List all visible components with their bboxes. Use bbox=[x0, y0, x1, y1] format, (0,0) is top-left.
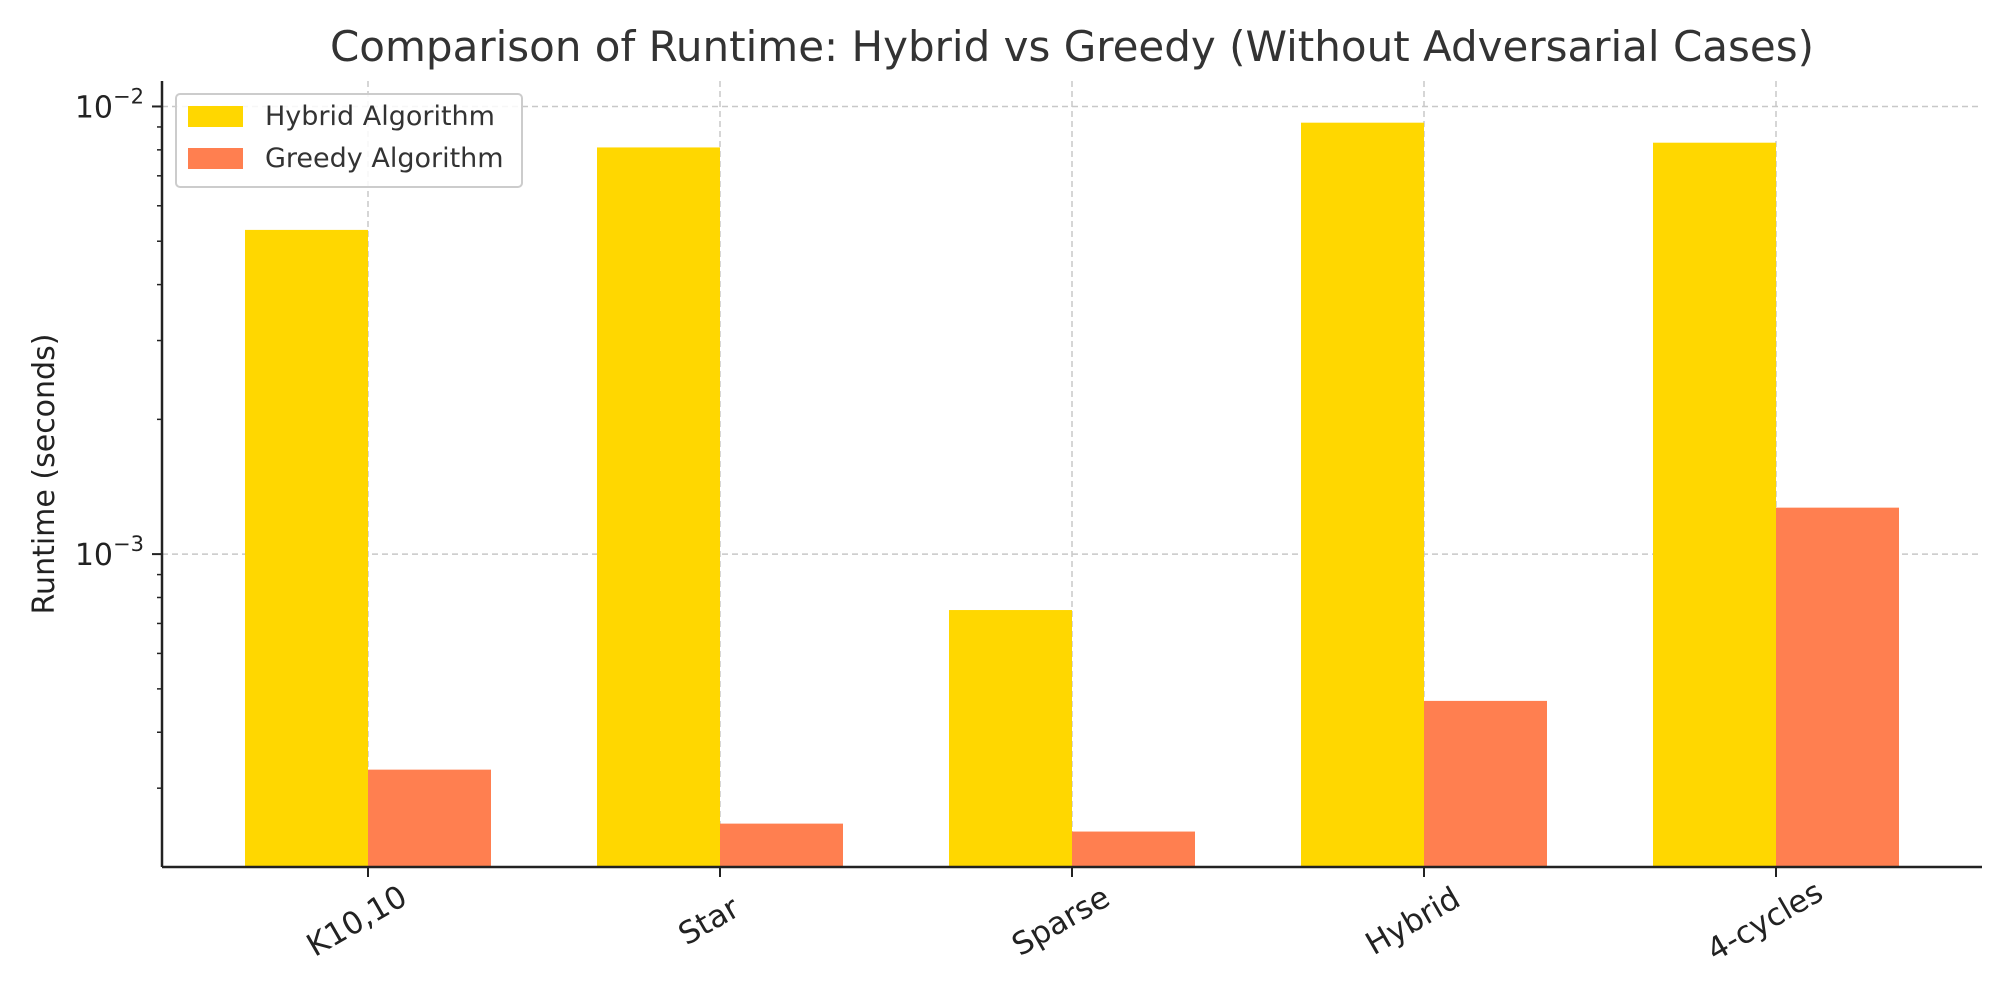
legend-swatch-greedy bbox=[188, 148, 243, 169]
y-tick-label: 10−2 bbox=[75, 84, 144, 125]
x-tick-label: Sparse bbox=[1006, 879, 1116, 963]
y-axis-label: Runtime (seconds) bbox=[27, 334, 62, 615]
legend-label-hybrid: Hybrid Algorithm bbox=[265, 101, 495, 132]
chart-title: Comparison of Runtime: Hybrid vs Greedy … bbox=[330, 22, 1814, 71]
x-tick-label: K10,10 bbox=[301, 878, 413, 964]
x-tick-label: Hybrid bbox=[1360, 880, 1467, 962]
bar-greedy-4 bbox=[1776, 507, 1899, 867]
bar-hybrid-3 bbox=[1301, 122, 1424, 867]
bar-greedy-1 bbox=[720, 823, 843, 867]
bar-hybrid-2 bbox=[949, 610, 1072, 867]
bars-layer bbox=[245, 122, 1899, 868]
bar-greedy-3 bbox=[1424, 700, 1547, 867]
bar-greedy-2 bbox=[1072, 831, 1195, 867]
legend-label-greedy: Greedy Algorithm bbox=[265, 143, 504, 174]
x-tick-label: Star bbox=[672, 890, 745, 953]
bar-hybrid-0 bbox=[245, 229, 368, 867]
bar-hybrid-4 bbox=[1653, 142, 1776, 867]
bar-hybrid-1 bbox=[597, 147, 720, 868]
x-tick-label: 4-cycles bbox=[1701, 874, 1829, 969]
chart-legend: Hybrid Algorithm Greedy Algorithm bbox=[175, 93, 523, 188]
y-tick-label: 10−3 bbox=[75, 532, 144, 573]
bar-greedy-0 bbox=[368, 769, 491, 867]
legend-swatch-hybrid bbox=[188, 106, 243, 127]
legend-box bbox=[175, 93, 523, 188]
axes-layer bbox=[152, 81, 1982, 877]
